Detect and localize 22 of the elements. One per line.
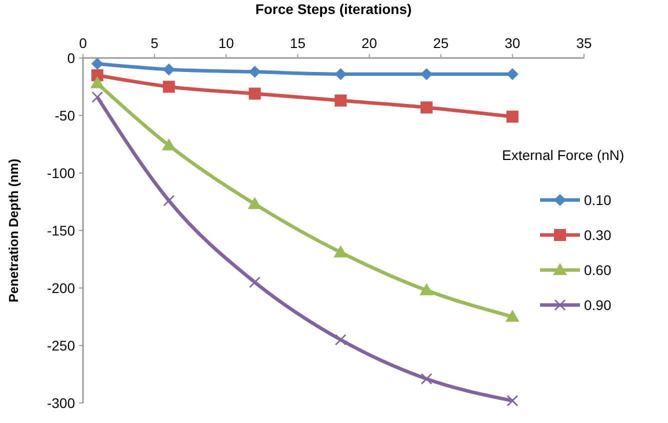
x-tick-label: 15: [290, 35, 306, 51]
legend-label: 0.90: [584, 296, 612, 313]
legend-label: 0.10: [584, 192, 612, 208]
y-tick-label: -250: [46, 337, 76, 354]
x-tick-label: 25: [433, 35, 449, 51]
x-tick-label: 35: [576, 35, 592, 51]
x-axis-title: Force Steps (iterations): [255, 1, 412, 17]
y-axis-title: Penetration Depth (nm): [6, 158, 21, 302]
y-tick-label: -300: [46, 394, 76, 411]
x-tick-label: 30: [504, 35, 520, 51]
legend-label: 0.30: [584, 226, 612, 243]
x-tick-label: 5: [150, 35, 159, 51]
x-tick-label: 20: [361, 35, 378, 51]
y-tick-label: -150: [46, 222, 76, 238]
y-tick-label: -200: [46, 280, 76, 296]
x-tick-label: 10: [218, 35, 234, 51]
legend-label: 0.60: [584, 262, 612, 278]
legend-title: External Force (nN): [502, 147, 624, 163]
y-tick-label: 0: [67, 50, 76, 66]
y-tick-label: -50: [54, 107, 76, 124]
y-tick-label: -100: [46, 164, 76, 181]
x-tick-label: 0: [79, 35, 88, 51]
